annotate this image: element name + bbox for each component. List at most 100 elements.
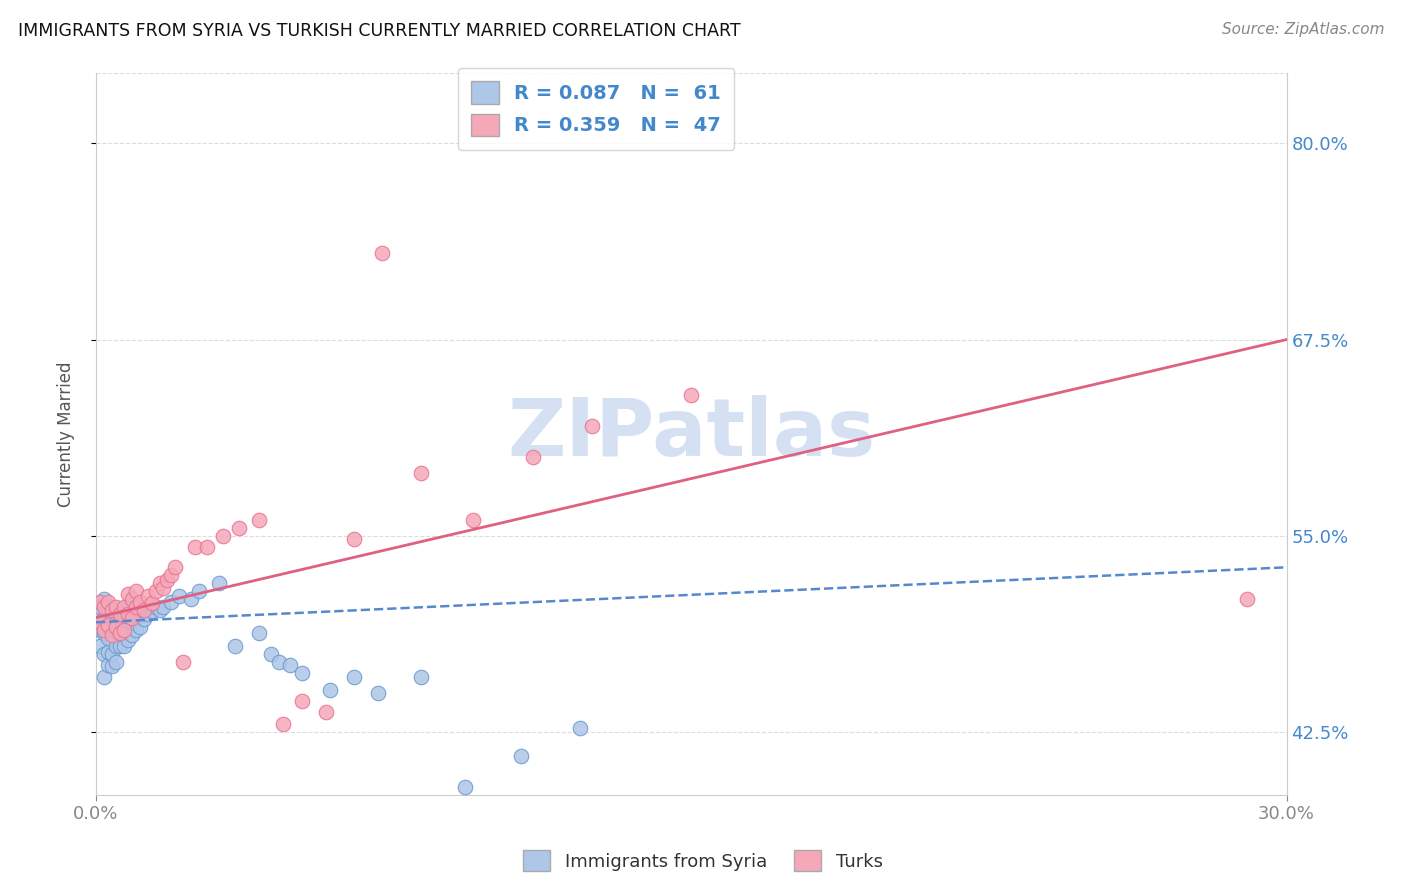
Point bbox=[180, 591, 202, 606]
Point bbox=[97, 599, 120, 614]
Point bbox=[132, 612, 155, 626]
Point bbox=[112, 607, 135, 622]
Point bbox=[522, 450, 544, 465]
Point bbox=[97, 657, 120, 672]
Point bbox=[121, 610, 143, 624]
Point bbox=[89, 595, 111, 609]
Point bbox=[128, 595, 150, 609]
Point bbox=[581, 419, 603, 434]
Point bbox=[97, 645, 120, 659]
Point bbox=[93, 610, 115, 624]
Point bbox=[117, 618, 139, 632]
Point bbox=[93, 599, 115, 614]
Point bbox=[280, 657, 302, 672]
Legend: Immigrants from Syria, Turks: Immigrants from Syria, Turks bbox=[516, 843, 890, 879]
Point bbox=[101, 603, 124, 617]
Point bbox=[121, 591, 143, 606]
Point bbox=[101, 659, 124, 673]
Point bbox=[93, 591, 115, 606]
Point bbox=[112, 639, 135, 653]
Point bbox=[195, 540, 218, 554]
Point bbox=[93, 626, 115, 640]
Point bbox=[97, 618, 120, 632]
Point bbox=[117, 587, 139, 601]
Point bbox=[136, 607, 159, 622]
Point bbox=[148, 603, 170, 617]
Point bbox=[104, 639, 127, 653]
Point bbox=[145, 583, 167, 598]
Point bbox=[212, 529, 235, 543]
Y-axis label: Currently Married: Currently Married bbox=[58, 361, 75, 507]
Point bbox=[104, 623, 127, 637]
Text: Source: ZipAtlas.com: Source: ZipAtlas.com bbox=[1222, 22, 1385, 37]
Point bbox=[152, 581, 174, 595]
Point bbox=[128, 603, 150, 617]
Point bbox=[121, 615, 143, 630]
Point bbox=[104, 655, 127, 669]
Point bbox=[271, 717, 294, 731]
Point bbox=[125, 599, 148, 614]
Point bbox=[165, 560, 187, 574]
Point bbox=[411, 670, 433, 684]
Point bbox=[128, 620, 150, 634]
Point bbox=[291, 694, 314, 708]
Point bbox=[108, 626, 131, 640]
Point bbox=[291, 665, 314, 680]
Point bbox=[172, 655, 194, 669]
Point bbox=[108, 607, 131, 622]
Point bbox=[184, 540, 207, 554]
Point bbox=[267, 655, 290, 669]
Point bbox=[145, 599, 167, 614]
Point bbox=[101, 647, 124, 661]
Point bbox=[319, 682, 342, 697]
Point bbox=[160, 595, 183, 609]
Point bbox=[509, 748, 531, 763]
Point bbox=[112, 599, 135, 614]
Point bbox=[117, 607, 139, 622]
Point bbox=[188, 583, 211, 598]
Point bbox=[681, 387, 703, 401]
Point bbox=[97, 631, 120, 645]
Text: ZIPatlas: ZIPatlas bbox=[508, 395, 876, 473]
Point bbox=[125, 583, 148, 598]
Point bbox=[228, 521, 250, 535]
Point bbox=[104, 620, 127, 634]
Point bbox=[411, 466, 433, 480]
Point bbox=[101, 623, 124, 637]
Point bbox=[89, 615, 111, 630]
Legend: R = 0.087   N =  61, R = 0.359   N =  47: R = 0.087 N = 61, R = 0.359 N = 47 bbox=[458, 68, 734, 150]
Point bbox=[141, 596, 163, 610]
Point bbox=[125, 623, 148, 637]
Point bbox=[247, 626, 270, 640]
Point bbox=[108, 607, 131, 622]
Point bbox=[208, 576, 231, 591]
Point bbox=[315, 705, 337, 719]
Point bbox=[141, 604, 163, 618]
Point bbox=[160, 568, 183, 582]
Point bbox=[108, 623, 131, 637]
Point bbox=[371, 246, 394, 260]
Point bbox=[148, 576, 170, 591]
Point bbox=[461, 513, 484, 527]
Point bbox=[259, 647, 281, 661]
Point bbox=[93, 623, 115, 637]
Point bbox=[454, 780, 477, 795]
Point bbox=[108, 639, 131, 653]
Point bbox=[136, 589, 159, 603]
Point bbox=[1236, 591, 1258, 606]
Point bbox=[152, 599, 174, 614]
Point bbox=[224, 639, 246, 653]
Point bbox=[569, 721, 592, 735]
Point bbox=[104, 603, 127, 617]
Point bbox=[104, 599, 127, 614]
Point bbox=[101, 628, 124, 642]
Point bbox=[117, 599, 139, 614]
Point bbox=[89, 599, 111, 614]
Point bbox=[125, 607, 148, 622]
Point bbox=[93, 670, 115, 684]
Point bbox=[132, 603, 155, 617]
Point bbox=[112, 623, 135, 637]
Point bbox=[97, 595, 120, 609]
Text: IMMIGRANTS FROM SYRIA VS TURKISH CURRENTLY MARRIED CORRELATION CHART: IMMIGRANTS FROM SYRIA VS TURKISH CURRENT… bbox=[18, 22, 741, 40]
Point bbox=[343, 532, 366, 546]
